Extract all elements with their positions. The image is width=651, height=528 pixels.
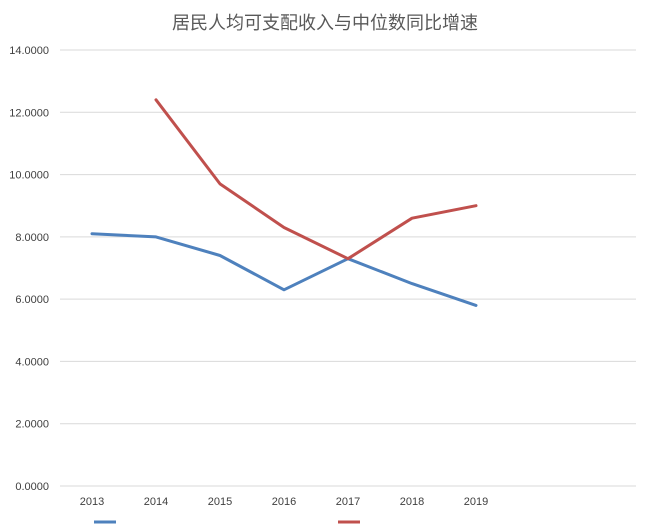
y-axis-ticks: 0.0000 2.0000 4.0000 6.0000 8.0000 10.0000 12.… (9, 45, 49, 493)
x-axis-ticks: 2013 2014 2015 2016 2017 2018 2019 (80, 496, 488, 508)
y-tick-label: 8.0000 (15, 232, 49, 244)
x-tick-label: 2015 (208, 496, 232, 508)
chart-title: 居民人均可支配收入与中位数同比增速 (172, 13, 478, 34)
x-tick-label: 2019 (464, 496, 488, 508)
gridlines (60, 49, 636, 487)
y-tick-label: 6.0000 (15, 294, 49, 306)
y-tick-label: 0.0000 (15, 481, 49, 493)
x-tick-label: 2013 (80, 496, 104, 508)
y-tick-label: 14.0000 (9, 45, 49, 57)
y-tick-label: 4.0000 (15, 356, 49, 368)
series-lines (90, 98, 478, 307)
x-tick-label: 2016 (272, 496, 296, 508)
x-tick-label: 2018 (400, 496, 424, 508)
y-tick-label: 10.0000 (9, 170, 49, 182)
x-tick-label: 2014 (144, 496, 168, 508)
y-tick-label: 2.0000 (15, 419, 49, 431)
y-tick-label: 12.0000 (9, 107, 49, 119)
x-tick-label: 2017 (336, 496, 360, 508)
series-line-1 (90, 232, 478, 307)
series-line-2 (154, 98, 478, 261)
